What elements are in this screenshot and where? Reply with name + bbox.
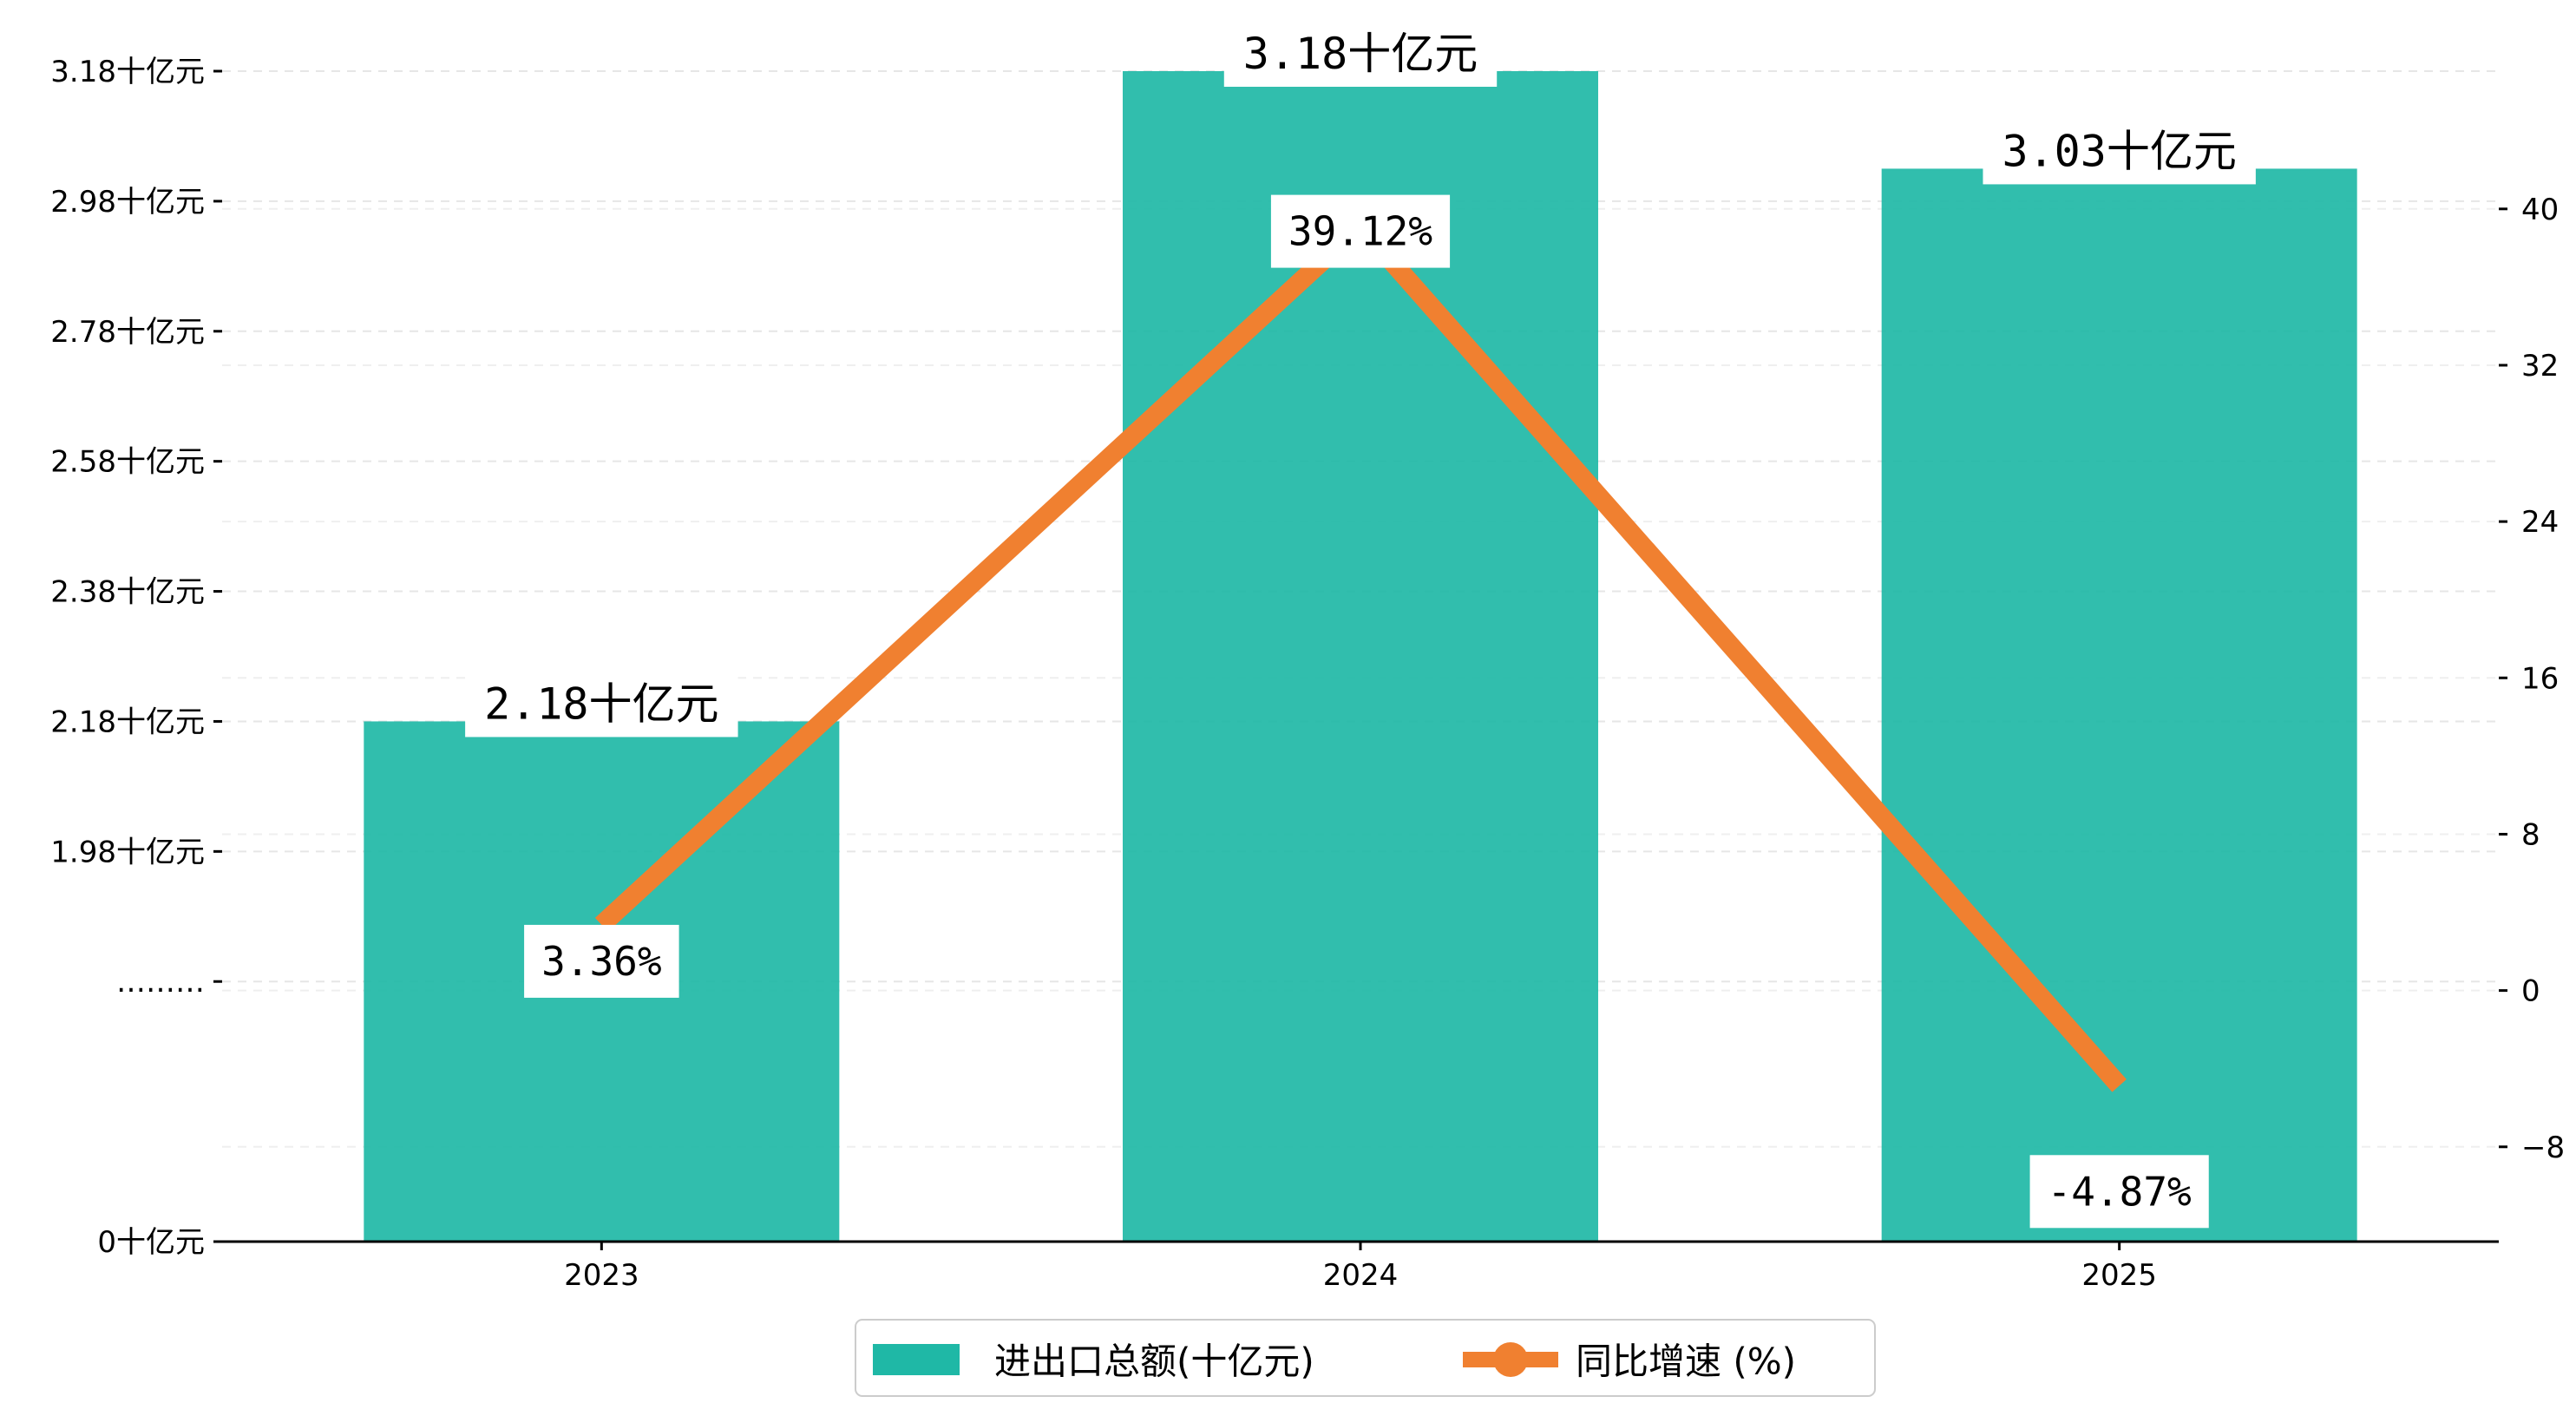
right-tick-label-0: −8: [2521, 1131, 2565, 1165]
bar-label-2023-text: 2.18十亿元: [484, 678, 718, 729]
growth-label-2023-box: [524, 924, 679, 998]
bar-label-2023: 2.18十亿元: [465, 671, 738, 738]
left-tick-label-2: 1.98十亿元: [50, 835, 205, 869]
data-labels: 2.18十亿元 3.18十亿元 3.03十亿元 3.36% 39.12% -4.87%: [465, 21, 2256, 1229]
legend-line-label: 同比增速 (%): [1576, 1341, 1796, 1383]
legend-bar-label: 进出口总额(十亿元): [994, 1341, 1314, 1383]
bars: [364, 71, 2357, 1242]
growth-label-2024: 39.12%: [1270, 194, 1451, 268]
axes: 0十亿元 ……… 1.98十亿元 2.18十亿元 2.38十亿元 2.58十亿元 2.78十…: [50, 55, 2565, 1293]
bar-label-2023-box: [465, 671, 738, 738]
growth-label-2024-box: [1270, 194, 1451, 268]
growth-label-2025-text: -4.87%: [2048, 1168, 2192, 1215]
right-tick-label-5: 32: [2521, 349, 2559, 384]
x-tick-label-2025: 2025: [2081, 1258, 2157, 1293]
right-tick-label-1: 0: [2521, 974, 2540, 1009]
left-tick-label-0: 0十亿元: [97, 1225, 205, 1260]
bar-label-2024-box: [1223, 21, 1498, 87]
bar-label-2024: 3.18十亿元: [1223, 21, 1498, 87]
left-tick-label-4: 2.38十亿元: [50, 575, 205, 610]
bar-label-2025: 3.03十亿元: [1983, 118, 2256, 185]
growth-label-2024-text: 39.12%: [1288, 208, 1432, 255]
right-tick-label-4: 24: [2521, 505, 2559, 540]
left-tick-label-3: 2.18十亿元: [50, 705, 205, 739]
growth-label-2025: -4.87%: [2029, 1155, 2209, 1229]
growth-label-2025-box: [2029, 1155, 2209, 1229]
right-tick-label-6: 40: [2521, 193, 2559, 227]
growth-label-2023: 3.36%: [524, 924, 679, 998]
legend-line-marker: [1493, 1342, 1528, 1377]
growth-label-2023-text: 3.36%: [541, 938, 661, 985]
legend: 进出口总额(十亿元) 同比增速 (%): [855, 1319, 1876, 1397]
x-tick-label-2024: 2024: [1323, 1258, 1399, 1293]
left-tick-label-7: 2.98十亿元: [50, 185, 205, 220]
legend-bar-swatch: [873, 1344, 960, 1375]
legend-box: [855, 1319, 1876, 1397]
left-tick-label-8: 3.18十亿元: [50, 55, 205, 89]
x-tick-label-2023: 2023: [564, 1258, 639, 1293]
bar-label-2025-text: 3.03十亿元: [2002, 126, 2236, 176]
right-tick-label-3: 16: [2521, 661, 2559, 696]
bar-label-2024-text: 3.18十亿元: [1243, 29, 1478, 79]
right-tick-label-2: 8: [2521, 817, 2540, 852]
bar-label-2025-box: [1983, 118, 2256, 185]
bar-2025: [1881, 168, 2357, 1242]
left-tick-label-1: ………: [116, 965, 205, 1000]
left-tick-label-6: 2.78十亿元: [50, 315, 205, 350]
left-tick-label-5: 2.58十亿元: [50, 445, 205, 480]
